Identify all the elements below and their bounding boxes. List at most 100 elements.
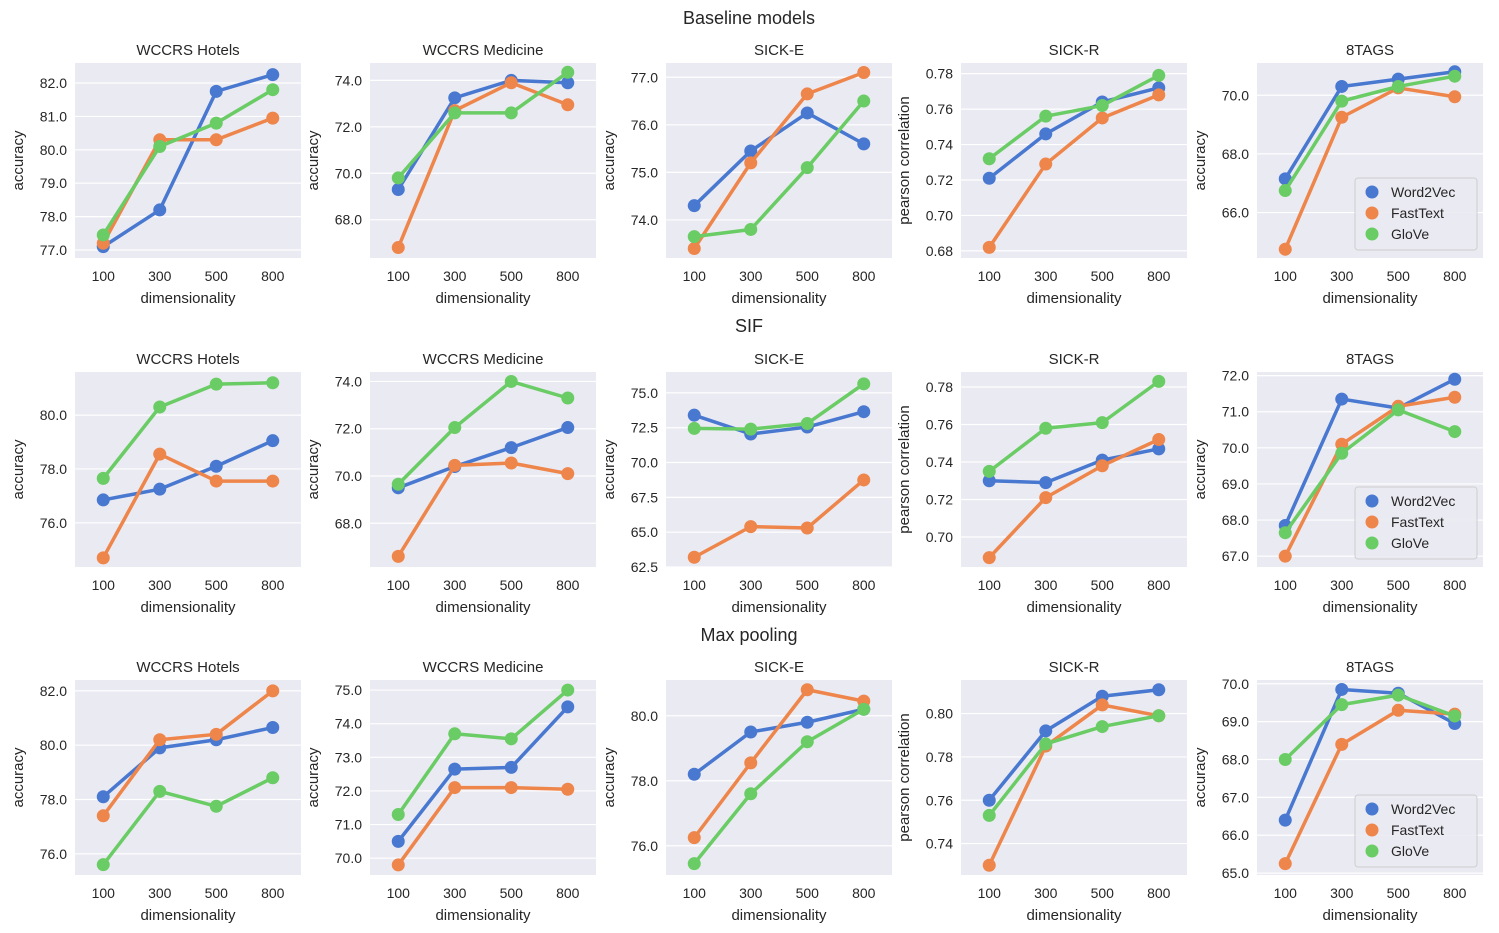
data-point-word2vec bbox=[1152, 442, 1166, 456]
data-point-glove bbox=[561, 65, 575, 79]
legend-label: Word2Vec bbox=[1391, 801, 1455, 817]
subplot: 68.0 70.0 72.0 74.0 100 300 500 800 WCCRS Medici… bbox=[305, 42, 596, 307]
y-tick-label: 77.0 bbox=[631, 69, 658, 85]
data-point-word2vec bbox=[800, 715, 814, 729]
data-point-fasttext bbox=[800, 521, 814, 535]
data-point-word2vec bbox=[209, 84, 223, 98]
y-tick-label: 72.0 bbox=[335, 119, 362, 135]
x-tick-label: 800 bbox=[556, 268, 580, 284]
x-axis-label: dimensionality bbox=[1322, 599, 1418, 616]
x-tick-label: 800 bbox=[1147, 268, 1171, 284]
data-point-fasttext bbox=[266, 684, 280, 698]
data-point-fasttext bbox=[982, 551, 996, 565]
data-point-glove bbox=[982, 464, 996, 478]
series-line-glove bbox=[396, 70, 569, 180]
data-point-glove bbox=[96, 228, 110, 242]
series-line-glove bbox=[101, 88, 274, 236]
subplot: 74.0 75.0 76.0 77.0 100 300 500 800 SICK-E dimens… bbox=[601, 42, 892, 307]
x-tick-label: 100 bbox=[92, 268, 116, 284]
y-tick-label: 70.0 bbox=[631, 455, 658, 471]
y-axis-label: accuracy bbox=[305, 747, 322, 808]
x-tick-label: 500 bbox=[500, 885, 524, 901]
y-tick-label: 78.0 bbox=[40, 461, 67, 477]
series-line-word2vec bbox=[1283, 377, 1456, 527]
series-line-fasttext bbox=[101, 452, 273, 559]
series-line-glove bbox=[101, 381, 273, 480]
data-point-fasttext bbox=[391, 549, 405, 563]
y-tick-label: 68.0 bbox=[1222, 752, 1249, 768]
x-tick-label: 800 bbox=[1147, 577, 1171, 593]
x-tick-label: 300 bbox=[1330, 268, 1354, 284]
x-tick-label: 100 bbox=[387, 885, 411, 901]
x-tick-label: 300 bbox=[148, 885, 172, 901]
y-tick-label: 68.0 bbox=[1222, 146, 1249, 162]
data-point-glove bbox=[800, 417, 814, 431]
y-tick-label: 65.0 bbox=[1222, 865, 1249, 881]
data-point-word2vec bbox=[96, 790, 110, 804]
data-point-glove bbox=[1278, 753, 1292, 767]
legend-marker-glove bbox=[1365, 227, 1379, 241]
data-point-glove bbox=[561, 391, 575, 405]
data-point-word2vec bbox=[744, 144, 758, 158]
legend-label: GloVe bbox=[1391, 843, 1429, 859]
data-point-glove bbox=[857, 94, 871, 108]
x-tick-label: 800 bbox=[852, 268, 876, 284]
y-tick-label: 80.0 bbox=[40, 737, 67, 753]
data-point-glove bbox=[1039, 737, 1053, 751]
y-tick-label: 70.0 bbox=[1222, 676, 1249, 692]
data-point-word2vec bbox=[1278, 813, 1292, 827]
subplot: 0.70 0.72 0.74 0.76 0.78 100 300 500 800 SICK-R di… bbox=[896, 351, 1187, 616]
data-point-glove bbox=[448, 727, 462, 741]
series-line-glove bbox=[694, 382, 865, 431]
data-point-fasttext bbox=[687, 241, 701, 255]
data-point-fasttext bbox=[1095, 698, 1109, 712]
data-point-word2vec bbox=[687, 199, 701, 213]
series-line-glove bbox=[987, 714, 1160, 817]
y-axis-label: accuracy bbox=[1192, 747, 1209, 808]
data-point-glove bbox=[857, 702, 871, 716]
x-tick-label: 500 bbox=[796, 577, 820, 593]
x-axis-label: dimensionality bbox=[1026, 599, 1122, 616]
x-tick-label: 100 bbox=[1274, 268, 1298, 284]
data-point-fasttext bbox=[1391, 703, 1405, 717]
data-point-glove bbox=[1152, 68, 1166, 82]
data-point-glove bbox=[1278, 184, 1292, 198]
data-point-glove bbox=[687, 230, 701, 244]
x-tick-label: 100 bbox=[92, 885, 116, 901]
data-point-glove bbox=[1448, 709, 1462, 723]
legend-label: Word2Vec bbox=[1391, 493, 1455, 509]
data-point-glove bbox=[391, 477, 405, 491]
y-tick-label: 67.0 bbox=[1222, 548, 1249, 564]
section-title: Max pooling bbox=[700, 625, 797, 645]
data-point-glove bbox=[209, 377, 223, 391]
subplot: 76.0 78.0 80.0 82.0 100 300 500 800 WCCRS Hotels… bbox=[10, 659, 301, 924]
data-point-word2vec bbox=[448, 762, 462, 776]
series-line-word2vec bbox=[988, 86, 1160, 180]
subplot-title: SICK-E bbox=[754, 42, 804, 59]
series-line-glove bbox=[1284, 693, 1456, 761]
data-point-glove bbox=[744, 222, 758, 236]
y-tick-label: 71.0 bbox=[1222, 404, 1249, 420]
data-point-glove bbox=[982, 808, 996, 822]
y-axis-label: accuracy bbox=[1192, 130, 1209, 191]
x-axis-label: dimensionality bbox=[1026, 907, 1122, 924]
y-tick-label: 0.72 bbox=[926, 492, 953, 508]
y-tick-label: 0.70 bbox=[926, 529, 953, 545]
x-tick-label: 800 bbox=[556, 577, 580, 593]
series-line-word2vec bbox=[102, 73, 274, 249]
x-axis-label: dimensionality bbox=[731, 599, 827, 616]
x-tick-label: 300 bbox=[443, 885, 467, 901]
data-point-word2vec bbox=[561, 700, 575, 714]
data-point-fasttext bbox=[1039, 157, 1053, 171]
legend-box bbox=[1354, 486, 1478, 560]
series-line-fasttext bbox=[987, 703, 1160, 866]
data-point-word2vec bbox=[857, 405, 871, 419]
y-tick-label: 70.0 bbox=[335, 850, 362, 866]
x-tick-label: 800 bbox=[1443, 577, 1467, 593]
y-tick-label: 74.0 bbox=[335, 373, 362, 389]
y-tick-label: 75.0 bbox=[335, 682, 362, 698]
data-point-fasttext bbox=[391, 241, 405, 255]
y-tick-label: 73.0 bbox=[335, 749, 362, 765]
y-tick-label: 0.74 bbox=[926, 454, 953, 470]
